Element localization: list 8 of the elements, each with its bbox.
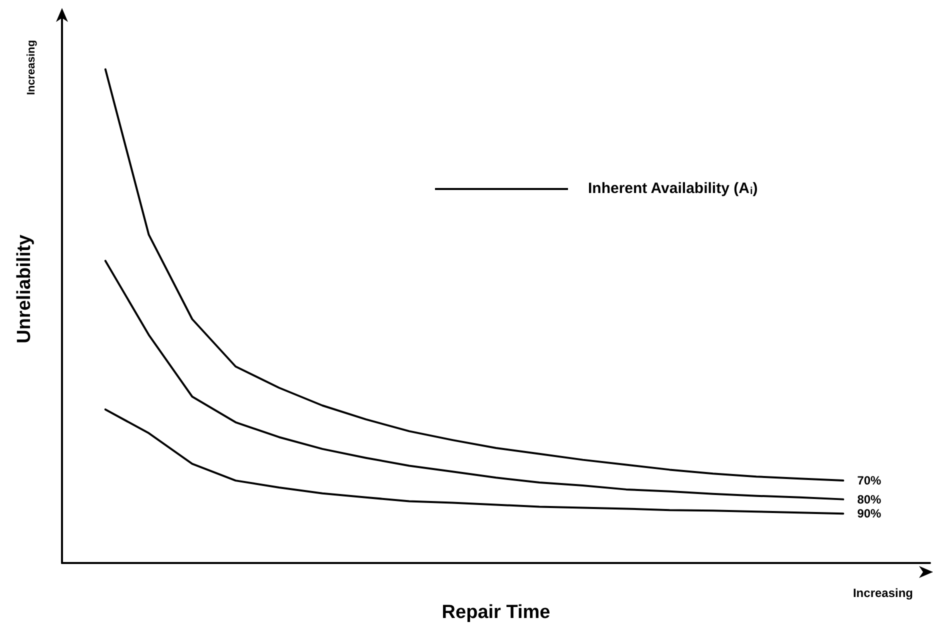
- series-label: 90%: [857, 506, 882, 521]
- text: Increasing: [26, 40, 38, 96]
- x-axis-title: Repair Time: [442, 602, 550, 623]
- legend-title: Inherent Availability (Ai): [588, 180, 758, 197]
- series-label: 80%: [857, 492, 882, 506]
- series-label: 70%: [857, 474, 882, 488]
- text: Increasing: [852, 586, 914, 600]
- y-axis-title: Unreliability: [14, 234, 35, 344]
